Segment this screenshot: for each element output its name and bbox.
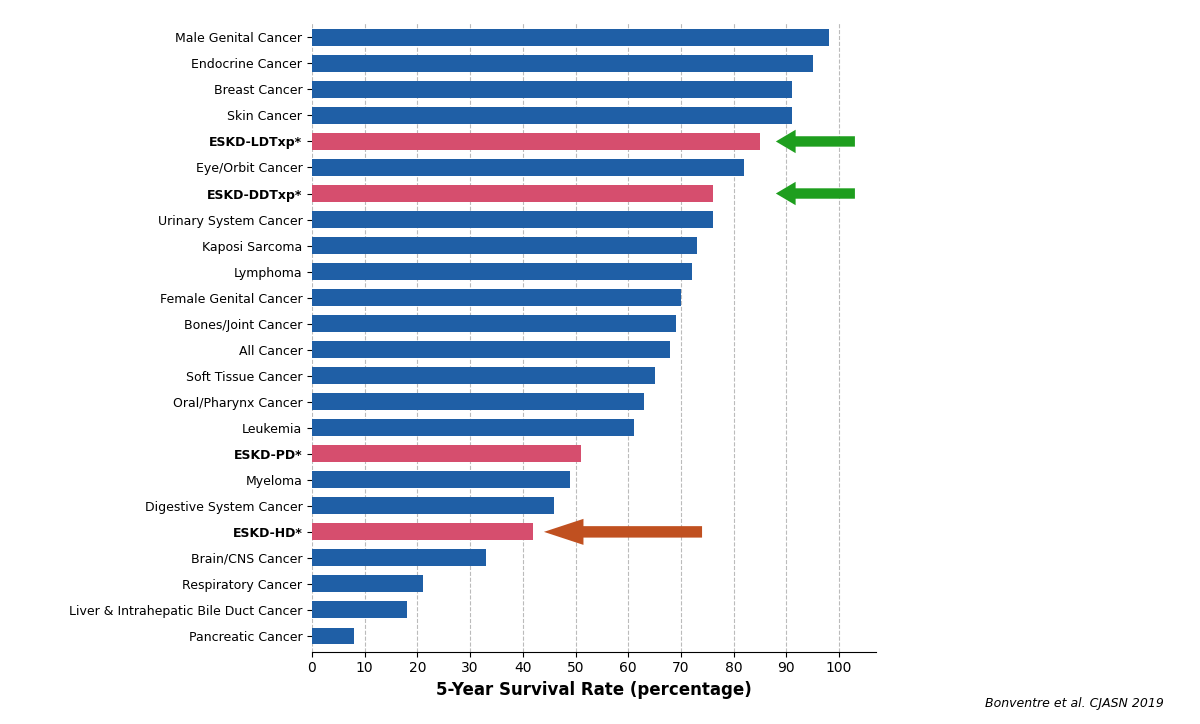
Bar xyxy=(312,185,713,202)
Bar xyxy=(312,602,407,618)
Bar xyxy=(312,367,655,384)
X-axis label: 5-Year Survival Rate (percentage): 5-Year Survival Rate (percentage) xyxy=(436,681,752,699)
Polygon shape xyxy=(776,182,854,205)
Polygon shape xyxy=(544,519,702,545)
Bar xyxy=(312,341,671,358)
Bar xyxy=(312,471,570,488)
Bar xyxy=(312,55,812,72)
Bar xyxy=(312,445,581,462)
Bar xyxy=(312,263,691,280)
Polygon shape xyxy=(776,130,854,153)
Bar xyxy=(312,628,354,644)
Bar xyxy=(312,419,634,437)
Bar xyxy=(312,133,760,150)
Bar xyxy=(312,211,713,228)
Bar xyxy=(312,159,744,176)
Bar xyxy=(312,107,792,124)
Bar xyxy=(312,81,792,98)
Bar xyxy=(312,576,422,592)
Bar xyxy=(312,393,644,411)
Bar xyxy=(312,550,486,566)
Bar xyxy=(312,289,680,306)
Text: Bonventre et al. CJASN 2019: Bonventre et al. CJASN 2019 xyxy=(985,696,1164,710)
Bar xyxy=(312,315,676,332)
Bar xyxy=(312,523,533,540)
Bar xyxy=(312,497,554,514)
Bar xyxy=(312,29,828,46)
Bar xyxy=(312,237,697,254)
